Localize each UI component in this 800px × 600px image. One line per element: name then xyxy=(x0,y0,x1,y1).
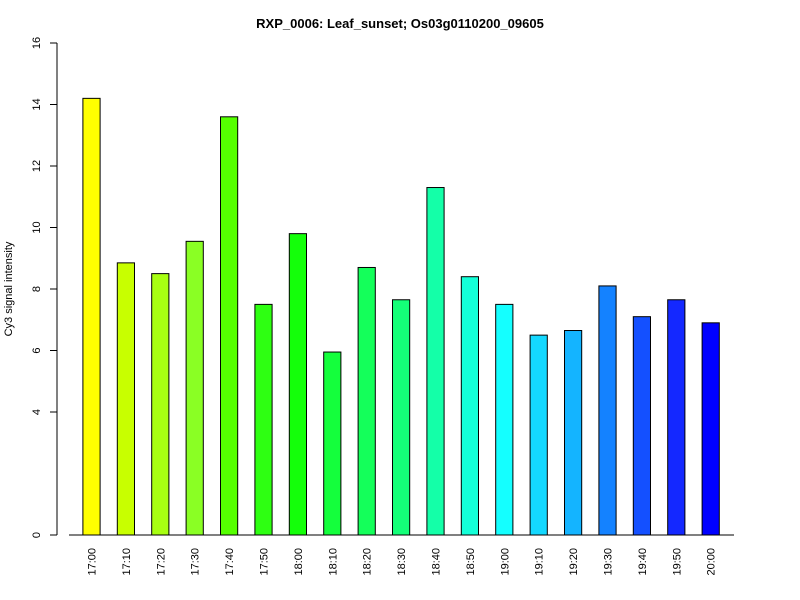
bar-18:30 xyxy=(392,299,411,536)
bar-19:40 xyxy=(632,316,651,536)
chart-title: RXP_0006: Leaf_sunset; Os03g0110200_0960… xyxy=(256,16,544,31)
x-tick-label-11: 18:50 xyxy=(465,548,477,576)
y-tick-label-1: 4 xyxy=(31,409,43,415)
y-tick-label-2: 6 xyxy=(31,347,43,353)
bar-17:30 xyxy=(185,240,204,536)
bar-18:10 xyxy=(323,351,342,536)
y-tick-label-6: 14 xyxy=(31,98,43,110)
bar-17:10 xyxy=(116,262,136,536)
y-axis-label: Cy3 signal intensity xyxy=(3,241,15,336)
x-tick-label-14: 19:20 xyxy=(568,548,580,576)
y-tick-label-4: 10 xyxy=(31,221,43,233)
x-tick-label-2: 17:20 xyxy=(155,548,167,576)
x-tick-label-7: 18:10 xyxy=(327,548,339,576)
y-tick-label-7: 16 xyxy=(31,37,43,49)
x-tick-label-9: 18:30 xyxy=(396,548,408,576)
bar-17:20 xyxy=(151,273,170,536)
bar-17:00 xyxy=(82,97,101,536)
bar-19:20 xyxy=(564,330,583,536)
bar-18:00 xyxy=(288,233,307,536)
x-tick-label-15: 19:30 xyxy=(603,548,615,576)
bar-18:50 xyxy=(460,276,479,536)
bars xyxy=(82,97,720,536)
x-tick-label-10: 18:40 xyxy=(431,548,443,576)
bar-17:40 xyxy=(220,116,239,536)
bar-19:00 xyxy=(495,303,514,536)
bar-17:50 xyxy=(254,303,273,536)
x-tick-label-12: 19:00 xyxy=(499,548,511,576)
bar-19:50 xyxy=(667,299,686,536)
y-tick-label-0: 0 xyxy=(31,532,43,538)
y-tick-label-3: 8 xyxy=(31,286,43,292)
bar-19:10 xyxy=(529,334,548,536)
bar-20:00 xyxy=(701,322,720,536)
x-tick-label-5: 17:50 xyxy=(259,548,271,576)
bar-19:30 xyxy=(598,285,617,536)
bar-18:40 xyxy=(426,187,445,536)
x-tick-label-16: 19:40 xyxy=(637,548,649,576)
x-tick-label-1: 17:10 xyxy=(121,548,133,576)
x-tick-label-0: 17:00 xyxy=(87,548,99,576)
x-tick-label-4: 17:40 xyxy=(224,548,236,576)
x-tick-label-3: 17:30 xyxy=(190,548,202,576)
x-tick-label-18: 20:00 xyxy=(706,548,718,576)
x-axis: 17:00 17:10 17:20 17:30 17:40 17:50 18:00 18:10… xyxy=(69,534,734,576)
x-tick-label-13: 19:10 xyxy=(534,548,546,576)
x-tick-label-8: 18:20 xyxy=(362,548,374,576)
bar-18:20 xyxy=(357,266,376,536)
y-axis: 0 4 6 8 10 12 14 16 xyxy=(31,37,58,538)
x-tick-label-6: 18:00 xyxy=(293,548,305,576)
x-tick-label-17: 19:50 xyxy=(671,548,683,576)
y-tick-label-5: 12 xyxy=(31,160,43,172)
